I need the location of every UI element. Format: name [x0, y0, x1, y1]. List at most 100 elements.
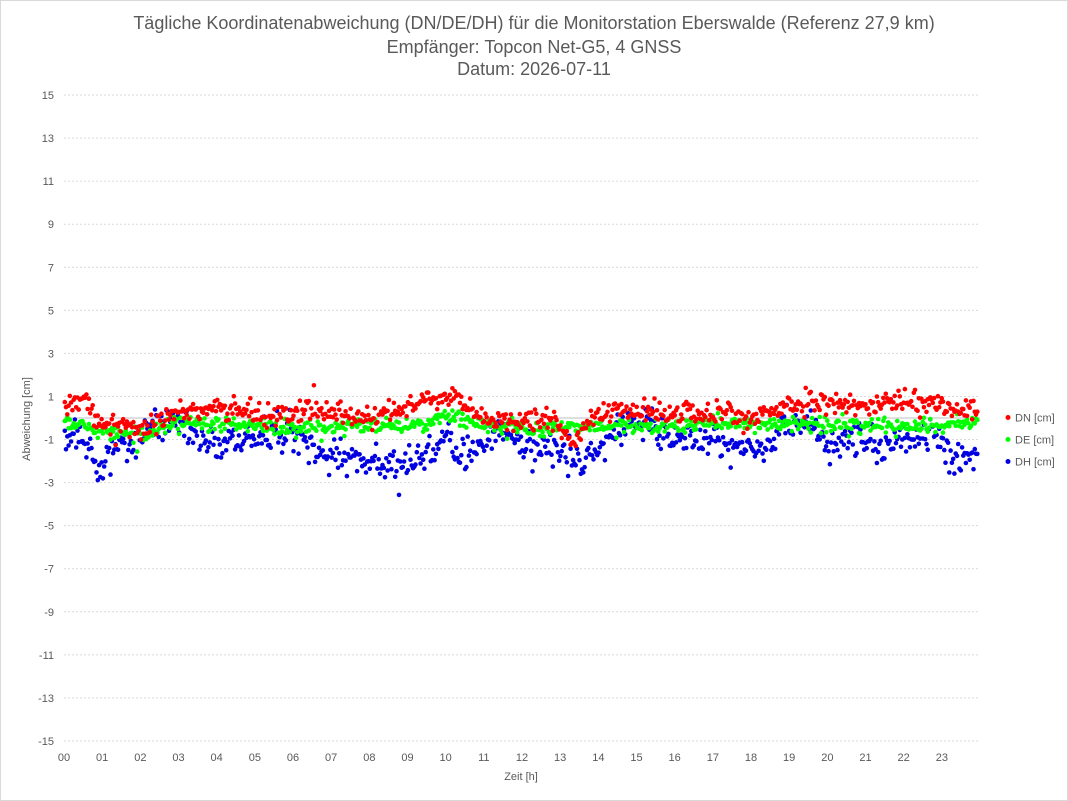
data-point [588, 440, 594, 446]
data-point [926, 402, 932, 408]
data-point [317, 422, 323, 428]
data-point [225, 411, 230, 417]
y-tick-labels: 15 13 11 9 7 5 3 1 -1 -3 -5 -7 -9 -11 -13 -15 [38, 90, 54, 748]
data-point [687, 433, 693, 438]
data-point [912, 444, 918, 449]
data-point [969, 417, 975, 422]
data-point [84, 392, 89, 397]
data-point [201, 410, 206, 416]
data-point [823, 430, 829, 435]
data-point [697, 427, 703, 433]
data-point [170, 423, 176, 428]
data-point [203, 438, 209, 443]
data-point [342, 450, 347, 456]
data-point [743, 420, 749, 425]
data-point [963, 460, 969, 466]
data-point [442, 391, 448, 397]
data-point [264, 437, 270, 443]
data-point [103, 424, 108, 430]
data-point [386, 397, 392, 403]
data-point [700, 446, 706, 452]
data-point [187, 416, 192, 422]
data-point [406, 443, 412, 448]
x-tick-label: 02 [134, 752, 146, 764]
data-point [234, 427, 239, 432]
data-point [540, 429, 545, 435]
data-point [307, 416, 313, 422]
data-point [356, 409, 361, 414]
data-point [831, 401, 836, 407]
data-point [619, 423, 624, 428]
data-point [187, 436, 192, 442]
data-point [666, 416, 671, 421]
data-point [212, 426, 217, 432]
data-point [609, 414, 614, 419]
data-point [634, 404, 639, 410]
data-point [211, 442, 216, 448]
data-point [799, 409, 805, 414]
data-point [95, 435, 101, 441]
data-point [704, 407, 709, 413]
data-point [842, 421, 848, 426]
x-tick-labels: 00 01 02 03 04 05 06 07 08 09 10 11 12 13 14 15 16 17 18 19… [58, 752, 948, 764]
data-point [392, 474, 398, 480]
data-point [147, 429, 153, 435]
data-point [684, 445, 689, 451]
data-point [921, 405, 927, 410]
data-point [329, 455, 335, 460]
data-point [100, 431, 106, 436]
data-point [602, 457, 608, 463]
data-point [222, 426, 228, 432]
data-point [291, 448, 296, 454]
data-point [875, 399, 881, 405]
data-point [339, 462, 345, 468]
data-point [757, 425, 763, 431]
data-point [719, 425, 725, 431]
data-point [672, 413, 678, 418]
data-point [461, 441, 467, 447]
data-point [808, 430, 814, 435]
data-point [503, 412, 509, 417]
data-point [760, 412, 765, 417]
data-point [145, 423, 150, 428]
data-point [89, 445, 94, 451]
data-point [854, 450, 859, 456]
data-point [629, 423, 634, 429]
data-point [420, 457, 426, 463]
data-point [159, 411, 164, 417]
data-point [99, 460, 104, 465]
data-point [971, 398, 976, 404]
data-point [87, 436, 93, 442]
x-tick-label: 07 [325, 752, 337, 764]
data-point [652, 396, 657, 401]
data-point [882, 400, 887, 405]
data-point [621, 429, 627, 435]
data-point [250, 433, 256, 438]
data-point [293, 435, 299, 441]
data-point [591, 457, 596, 462]
data-point [352, 453, 357, 458]
data-point [892, 393, 897, 399]
data-point [935, 393, 941, 399]
data-point [879, 425, 885, 431]
data-point [790, 414, 796, 420]
data-point [747, 440, 753, 446]
data-point [481, 418, 487, 424]
data-point [166, 417, 172, 422]
data-point [481, 448, 487, 454]
data-point [703, 429, 708, 434]
data-point [110, 450, 116, 456]
data-point [184, 412, 190, 418]
data-point [549, 416, 554, 421]
data-point [809, 415, 815, 421]
data-point [499, 431, 505, 436]
data-point [193, 423, 198, 428]
data-point [445, 429, 450, 435]
data-point [709, 437, 714, 443]
data-point [335, 465, 341, 471]
x-tick-label: 05 [249, 752, 261, 764]
data-point [442, 408, 448, 414]
data-point [276, 440, 281, 445]
data-point [530, 469, 535, 474]
